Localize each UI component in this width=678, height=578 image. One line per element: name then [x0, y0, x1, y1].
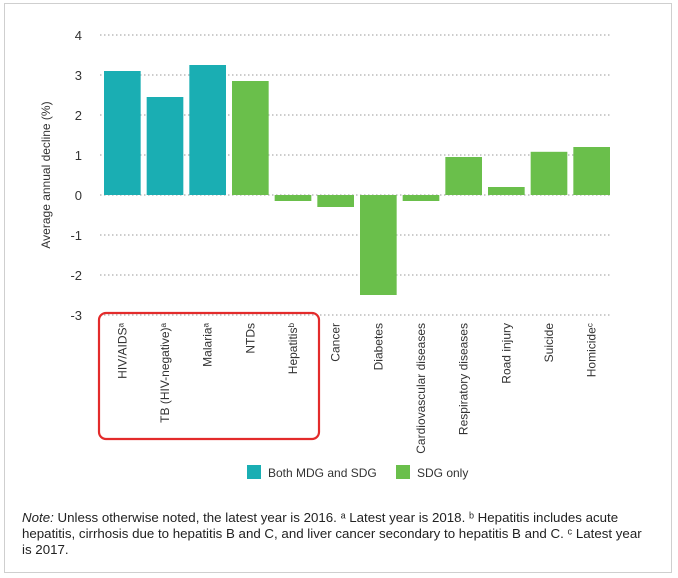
bar	[232, 81, 269, 195]
y-tick-label: 1	[75, 148, 82, 163]
y-tick-label: 3	[75, 68, 82, 83]
note-prefix: Note:	[22, 510, 54, 525]
category-labels: HIV/AIDSᵃ TB (HIV-negative)ᵃ Malariaᵃ NTDs H…	[115, 322, 598, 453]
bar	[146, 97, 184, 195]
footnote: Note: Unless otherwise noted, the latest…	[22, 510, 642, 558]
figure-frame	[4, 3, 672, 573]
bar	[530, 151, 568, 195]
bar	[189, 65, 226, 195]
legend-swatch-sdg	[396, 465, 410, 479]
category-label: Road injury	[499, 323, 513, 384]
category-label: HIV/AIDSᵃ	[115, 322, 129, 378]
gridlines	[100, 34, 612, 316]
y-axis-ticks: 4 3 2 1 0 -1 -2 -3	[70, 28, 82, 323]
category-label: Hepatitisᵇ	[286, 323, 300, 375]
category-label: Homicideᶜ	[585, 323, 599, 377]
bar	[360, 195, 397, 295]
y-tick-label: -3	[70, 308, 82, 323]
highlight-box	[97, 311, 321, 441]
category-label: Diabetes	[371, 323, 385, 370]
category-label: Respiratory diseases	[457, 323, 471, 435]
y-axis-title: Average annual decline (%)	[39, 101, 53, 248]
bar-chart: 4 3 2 1 0 -1 -2 -3 Average annual decline (%) H…	[39, 28, 612, 480]
legend-label-both: Both MDG and SDG	[268, 466, 377, 480]
y-tick-label: 0	[75, 188, 82, 203]
bar	[402, 195, 440, 201]
category-label: TB (HIV-negative)ᵃ	[158, 322, 172, 422]
bars	[104, 65, 610, 295]
y-tick-label: 4	[75, 28, 82, 43]
y-tick-label: -2	[70, 268, 82, 283]
bar	[445, 157, 482, 195]
category-label: NTDs	[243, 323, 257, 354]
y-tick-label: -1	[70, 228, 82, 243]
legend-label-sdg: SDG only	[417, 466, 468, 480]
legend: Both MDG and SDG SDG only	[247, 465, 468, 480]
bar	[573, 147, 610, 195]
bar	[274, 195, 312, 201]
note-text: Unless otherwise noted, the latest year …	[22, 510, 642, 557]
category-label: Suicide	[542, 323, 556, 363]
category-label: Malariaᵃ	[201, 322, 215, 366]
bar	[488, 187, 525, 195]
category-label: Cancer	[329, 323, 343, 362]
legend-swatch-both	[247, 465, 261, 479]
bar	[104, 71, 141, 195]
bar	[317, 195, 354, 207]
y-tick-label: 2	[75, 108, 82, 123]
category-label: Cardiovascular diseases	[414, 323, 428, 454]
